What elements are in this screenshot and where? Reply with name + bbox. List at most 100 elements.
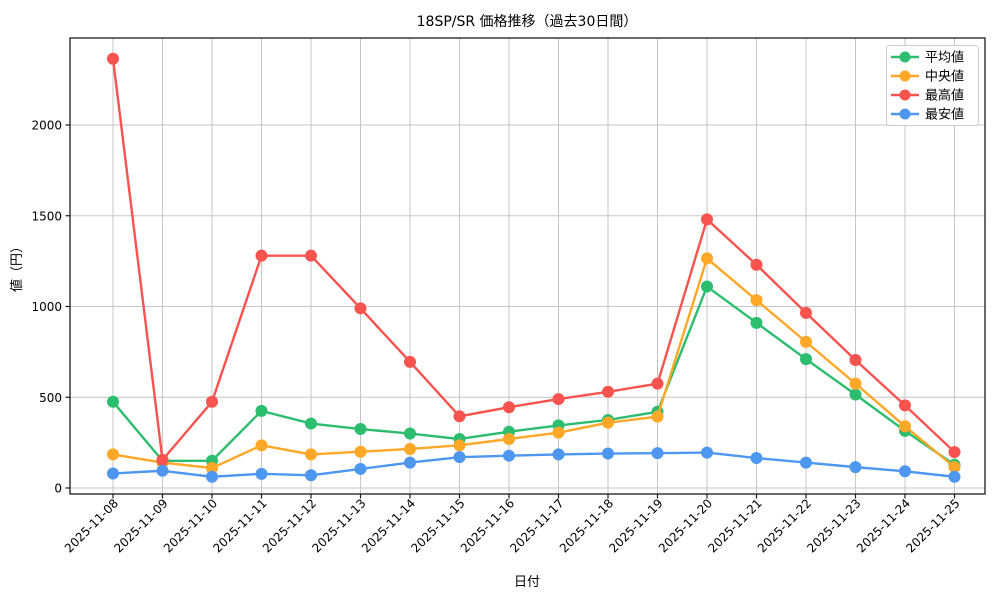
data-point-median (701, 252, 713, 265)
y-tick-label: 1500 (31, 209, 62, 223)
data-point-median (305, 448, 317, 461)
data-point-median (552, 426, 565, 439)
data-point-median (651, 410, 664, 423)
series-min (107, 446, 961, 483)
data-point-max (750, 258, 763, 271)
data-point-min (651, 447, 664, 460)
data-point-average (107, 395, 119, 408)
y-tick-label: 500 (39, 391, 62, 405)
legend-item-average: 平均値 (891, 50, 964, 66)
data-point-median (354, 445, 367, 458)
data-point-min (354, 462, 367, 475)
x-axis-label: 日付 (514, 575, 540, 590)
x-tick-label: 2025-11-25 (903, 496, 962, 555)
data-point-max (948, 446, 961, 459)
data-point-median (948, 461, 961, 474)
data-point-median (750, 294, 763, 307)
legend-marker-median (899, 70, 911, 82)
gridlines (70, 38, 985, 494)
data-point-median (503, 432, 515, 445)
legend-marker-min (899, 108, 911, 120)
data-point-min (255, 467, 268, 480)
series-average (107, 280, 961, 471)
y-tick-label: 0 (54, 482, 62, 496)
data-point-min (602, 447, 614, 460)
legend-label-max: 最高値 (925, 88, 964, 104)
data-point-max (899, 399, 911, 412)
data-point-max (206, 395, 218, 408)
data-point-average (404, 427, 416, 440)
data-point-average (255, 404, 268, 417)
data-point-average (354, 423, 367, 436)
data-point-max (156, 453, 169, 466)
data-point-median (206, 462, 218, 475)
data-point-max (552, 393, 565, 406)
data-point-max (404, 355, 416, 368)
data-point-min (750, 452, 763, 465)
data-point-min (800, 456, 812, 469)
data-point-min (849, 461, 862, 474)
axis-ticks: 05001000150020002025-11-082025-11-092025… (31, 119, 962, 556)
data-point-min (305, 469, 317, 482)
data-point-max (107, 52, 119, 65)
legend-item-min: 最安値 (891, 107, 964, 123)
data-point-median (255, 439, 268, 452)
data-point-min (503, 449, 515, 462)
data-point-max (651, 377, 664, 390)
series-line-min (112, 451, 955, 478)
data-point-average (849, 388, 862, 401)
data-point-max (354, 302, 367, 315)
data-point-max (701, 213, 713, 226)
data-point-average (800, 353, 812, 366)
legend-label-median: 中央値 (925, 69, 964, 85)
data-point-median (602, 416, 614, 429)
legend-item-max: 最高値 (891, 88, 964, 104)
series-max (107, 52, 961, 466)
series-line-median (112, 257, 956, 470)
data-point-max (503, 401, 515, 414)
data-point-median (899, 420, 911, 433)
plot-border (69, 37, 986, 495)
data-point-max (305, 249, 317, 262)
data-point-max (255, 249, 268, 262)
data-point-max (849, 354, 862, 367)
legend-label-min: 最安値 (925, 107, 964, 123)
y-tick-label: 2000 (31, 119, 62, 133)
data-point-min (948, 470, 961, 483)
data-point-max (800, 306, 812, 319)
plot-frame (69, 37, 986, 495)
data-point-min (206, 470, 218, 483)
data-point-median (107, 448, 119, 461)
data-point-min (156, 464, 169, 477)
series-lines (107, 52, 961, 483)
data-point-min (453, 451, 466, 464)
data-point-median (849, 377, 862, 390)
data-point-min (107, 467, 119, 480)
y-tick-label: 1000 (31, 300, 62, 314)
legend-box (886, 45, 979, 126)
data-point-max (602, 385, 614, 398)
legend-label-average: 平均値 (925, 50, 964, 66)
series-line-max (111, 58, 956, 462)
legend-marker-average (899, 51, 911, 63)
chart-title: 18SP/SR 価格推移（過去30日間） (417, 14, 638, 30)
data-point-average (305, 417, 317, 430)
series-line-average (112, 285, 956, 466)
data-point-median (453, 439, 466, 452)
data-point-median (800, 335, 812, 348)
y-axis-label: 値（円） (9, 240, 25, 292)
legend-marker-max (899, 89, 911, 101)
data-point-min (701, 446, 713, 459)
data-point-average (750, 316, 763, 329)
series-median (107, 252, 961, 475)
data-point-min (552, 448, 565, 461)
data-point-min (899, 465, 911, 478)
data-point-max (453, 410, 466, 423)
legend-item-median: 中央値 (891, 69, 964, 85)
data-point-average (701, 280, 713, 293)
data-point-median (404, 442, 416, 455)
data-point-min (404, 456, 416, 469)
